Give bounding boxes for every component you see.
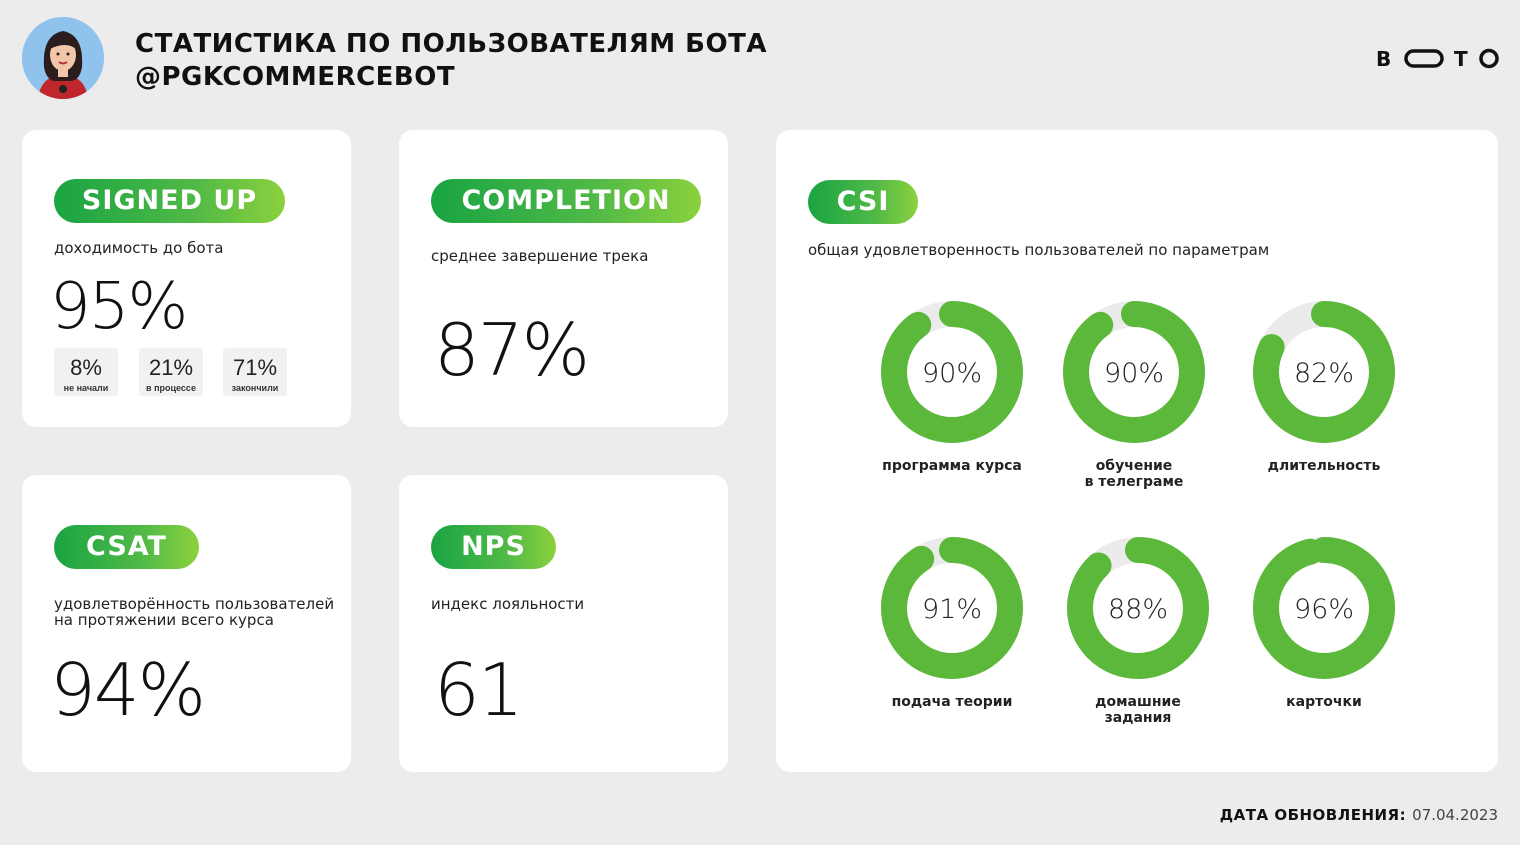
signed-up-description: доходимость до бота bbox=[54, 239, 224, 257]
csi-donut-value: 96% bbox=[1294, 594, 1354, 625]
csi-donut-label: программа курса bbox=[862, 458, 1042, 474]
csi-donut-value: 90% bbox=[922, 358, 982, 389]
csi-donut-arc bbox=[881, 301, 1023, 443]
completion-value: 87% bbox=[434, 308, 590, 392]
csi-donut-label-line1: обучение bbox=[1095, 458, 1173, 474]
csi-donut-label: подача теории bbox=[862, 694, 1042, 710]
csi-donut-arc bbox=[1253, 537, 1395, 679]
csat-description: удовлетворённость пользователей на протя… bbox=[54, 596, 334, 628]
csi-badge: CSI bbox=[808, 180, 918, 224]
signed-up-not-started: 8% не начали bbox=[54, 348, 118, 396]
csat-description-line2: на протяжении всего курса bbox=[54, 611, 274, 629]
csi-donut-label-line1: подача теории bbox=[891, 694, 1013, 710]
csi-description: общая удовлетворенность пользователей по… bbox=[808, 241, 1270, 259]
csi-donut-label: карточки bbox=[1234, 694, 1414, 710]
csi-donut-label-line1: карточки bbox=[1286, 694, 1362, 710]
signed-up-in-progress: 21% в процессе bbox=[139, 348, 203, 396]
csi-donut-arc bbox=[1067, 537, 1209, 679]
csi-donut: 91% bbox=[881, 537, 1023, 679]
update-date-value: 07.04.2023 bbox=[1412, 806, 1498, 824]
csat-value: 94% bbox=[50, 648, 206, 732]
signed-up-finished: 71% закончили bbox=[223, 348, 287, 396]
avatar bbox=[22, 17, 104, 99]
signed-up-value: 95% bbox=[50, 270, 188, 344]
csi-donut-label: длительность bbox=[1234, 458, 1414, 474]
brand-logo: B T bbox=[1376, 47, 1499, 71]
csi-donut-value: 91% bbox=[922, 594, 982, 625]
not-started-label: не начали bbox=[63, 383, 109, 393]
csi-donut-label-line1: программа курса bbox=[882, 458, 1022, 474]
csi-donut: 90% bbox=[1063, 301, 1205, 443]
csi-donut-label: обучение в телеграме bbox=[1044, 458, 1224, 490]
svg-text:T: T bbox=[1454, 47, 1468, 71]
csi-donut-value: 88% bbox=[1108, 594, 1168, 625]
avatar-illustration bbox=[22, 17, 104, 99]
svg-text:B: B bbox=[1376, 47, 1391, 71]
nps-description: индекс лояльности bbox=[431, 595, 585, 613]
in-progress-value: 21% bbox=[148, 355, 194, 380]
csi-donut-label-line2: задания bbox=[1104, 710, 1172, 726]
csat-description-line1: удовлетворённость пользователей bbox=[54, 595, 335, 613]
nps-value: 61 bbox=[434, 648, 524, 732]
page-title: СТАТИСТИКА ПО ПОЛЬЗОВАТЕЛЯМ БОТА @PGKCOM… bbox=[135, 28, 767, 94]
csat-badge: CSAT bbox=[54, 525, 199, 569]
csi-donut-label-line2: в телеграме bbox=[1084, 474, 1184, 490]
page-title-line1: СТАТИСТИКА ПО ПОЛЬЗОВАТЕЛЯМ БОТА bbox=[135, 29, 767, 59]
finished-value: 71% bbox=[232, 355, 278, 380]
update-date: ДАТА ОБНОВЛЕНИЯ: 07.04.2023 bbox=[1220, 806, 1498, 824]
csi-donut-value: 82% bbox=[1294, 358, 1354, 389]
csi-donut-arc bbox=[881, 537, 1023, 679]
nps-badge: NPS bbox=[431, 525, 556, 569]
completion-badge: COMPLETION bbox=[431, 179, 701, 223]
completion-description: среднее завершение трека bbox=[431, 247, 649, 265]
nps-card bbox=[399, 475, 728, 772]
csi-donut: 88% bbox=[1067, 537, 1209, 679]
finished-label: закончили bbox=[231, 383, 279, 393]
csi-donut: 90% bbox=[881, 301, 1023, 443]
csi-donut-label-line1: длительность bbox=[1267, 458, 1381, 474]
csi-donut: 96% bbox=[1253, 537, 1395, 679]
page-title-line2: @PGKCOMMERCEBOT bbox=[135, 62, 456, 92]
in-progress-label: в процессе bbox=[146, 383, 196, 393]
csi-donut-label: домашние задания bbox=[1048, 694, 1228, 726]
not-started-value: 8% bbox=[70, 355, 102, 380]
csat-card bbox=[22, 475, 351, 772]
csi-donut: 82% bbox=[1253, 301, 1395, 443]
csi-donut-value: 90% bbox=[1104, 358, 1164, 389]
csi-donut-arc bbox=[1063, 301, 1205, 443]
csi-donut-arc bbox=[1253, 301, 1395, 443]
update-date-label: ДАТА ОБНОВЛЕНИЯ: bbox=[1219, 806, 1407, 824]
signed-up-badge: SIGNED UP bbox=[54, 179, 285, 223]
csi-donut-label-line1: домашние bbox=[1095, 694, 1181, 710]
